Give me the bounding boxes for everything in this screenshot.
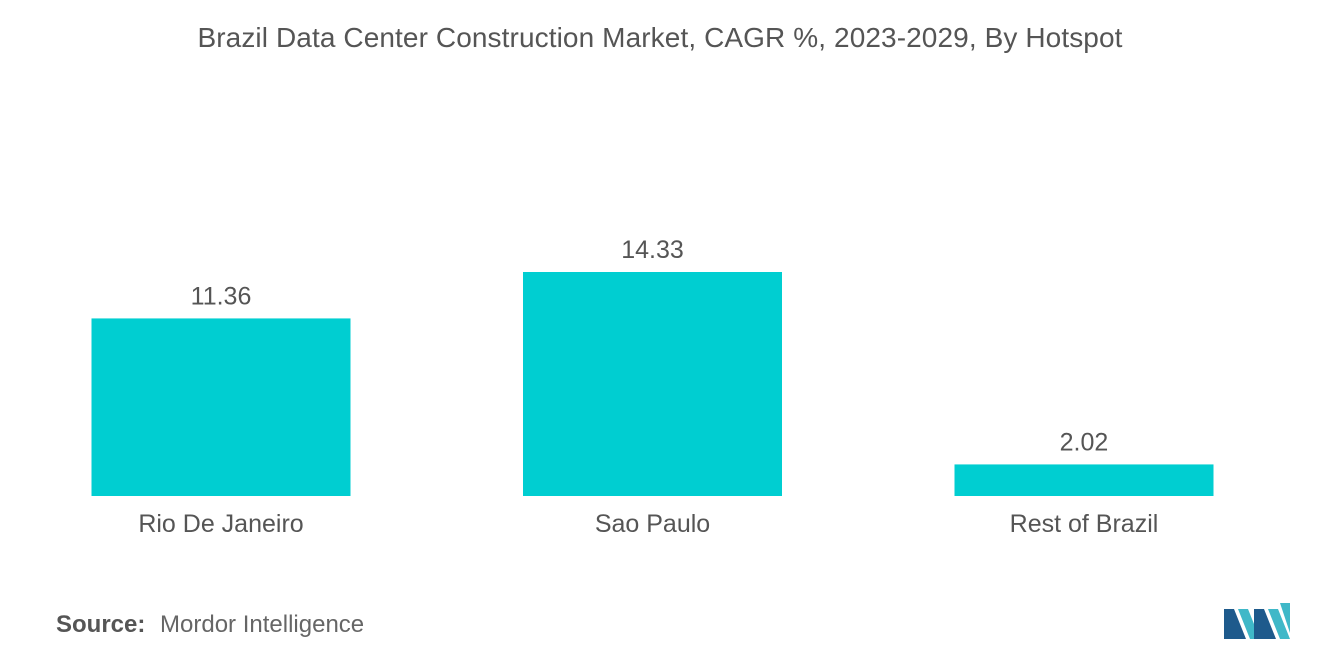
source-note: Source: Mordor Intelligence [56, 611, 364, 639]
bar-rio-de-janeiro [91, 318, 351, 496]
x-tick-label: Rio De Janeiro [138, 510, 303, 538]
data-label: 14.33 [621, 236, 684, 264]
data-label: 2.02 [1060, 428, 1109, 456]
bar-rest-of-brazil [954, 464, 1214, 496]
data-label: 11.36 [191, 282, 252, 310]
x-tick-label: Rest of Brazil [1010, 510, 1159, 538]
source-label: Source: [56, 611, 146, 638]
source-value: Mordor Intelligence [160, 611, 365, 638]
mordor-intelligence-logo-icon [1224, 603, 1290, 639]
x-tick-label: Sao Paulo [595, 510, 710, 538]
bar-sao-paulo [523, 272, 782, 496]
chart-title: Brazil Data Center Construction Market, … [197, 22, 1123, 53]
